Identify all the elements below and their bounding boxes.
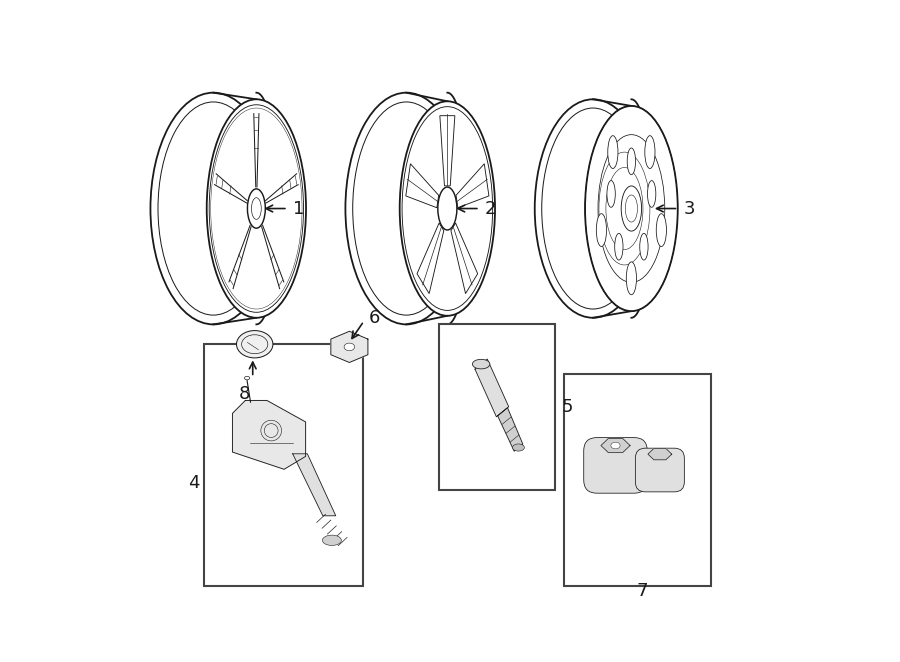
Polygon shape xyxy=(475,359,508,417)
Bar xyxy=(203,344,363,586)
Ellipse shape xyxy=(248,189,266,228)
Ellipse shape xyxy=(207,99,306,318)
Ellipse shape xyxy=(607,181,616,207)
Ellipse shape xyxy=(627,148,635,175)
Ellipse shape xyxy=(400,101,495,316)
Bar xyxy=(564,374,712,586)
Text: 1: 1 xyxy=(293,199,304,218)
Ellipse shape xyxy=(237,330,273,358)
Ellipse shape xyxy=(585,106,678,311)
FancyBboxPatch shape xyxy=(584,438,647,493)
Text: 7: 7 xyxy=(636,581,648,600)
Polygon shape xyxy=(331,331,368,363)
Ellipse shape xyxy=(608,136,618,169)
Text: 2: 2 xyxy=(485,199,497,218)
Ellipse shape xyxy=(640,234,648,260)
Polygon shape xyxy=(648,448,671,460)
Text: 6: 6 xyxy=(369,308,381,327)
Ellipse shape xyxy=(344,343,355,351)
Text: 4: 4 xyxy=(188,474,200,493)
Ellipse shape xyxy=(644,136,655,169)
Ellipse shape xyxy=(512,444,525,451)
Text: 3: 3 xyxy=(684,199,695,218)
Text: 5: 5 xyxy=(562,398,572,416)
Ellipse shape xyxy=(245,376,249,380)
Text: 8: 8 xyxy=(239,385,250,403)
Ellipse shape xyxy=(437,187,457,230)
Polygon shape xyxy=(498,408,523,451)
Ellipse shape xyxy=(626,262,636,295)
FancyBboxPatch shape xyxy=(635,448,684,492)
Polygon shape xyxy=(232,401,306,469)
Ellipse shape xyxy=(322,535,341,545)
Polygon shape xyxy=(601,439,630,452)
Ellipse shape xyxy=(615,234,623,260)
Ellipse shape xyxy=(656,214,667,246)
Ellipse shape xyxy=(472,359,490,369)
Bar xyxy=(438,324,554,490)
Ellipse shape xyxy=(597,214,607,246)
Polygon shape xyxy=(292,454,336,516)
Ellipse shape xyxy=(647,181,656,207)
Ellipse shape xyxy=(611,442,620,449)
